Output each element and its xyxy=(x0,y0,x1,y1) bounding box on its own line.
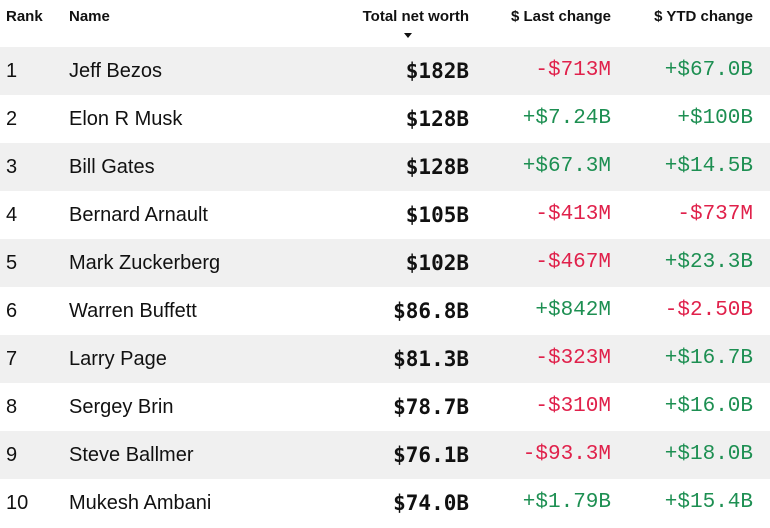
name-column-header[interactable]: Name xyxy=(69,8,110,25)
table-row[interactable]: 6 Warren Buffett $86.8B +$842M -$2.50B xyxy=(0,287,770,335)
ytd-change-cell: +$16.7B xyxy=(664,347,753,370)
rank-cell: 8 xyxy=(6,396,18,418)
name-cell[interactable]: Bernard Arnault xyxy=(69,204,208,226)
net-worth-cell: $74.0B xyxy=(393,491,469,515)
rank-cell: 3 xyxy=(6,156,18,178)
net-worth-cell: $182B xyxy=(405,59,469,83)
last-change-cell: +$842M xyxy=(535,299,611,322)
last-change-cell: +$1.79B xyxy=(522,491,611,514)
name-cell[interactable]: Jeff Bezos xyxy=(69,60,163,82)
name-cell[interactable]: Larry Page xyxy=(69,348,167,370)
rank-cell: 2 xyxy=(6,108,18,130)
rank-cell: 1 xyxy=(6,60,18,82)
table-row[interactable]: 2 Elon R Musk $128B +$7.24B +$100B xyxy=(0,95,770,143)
ytd-change-cell: +$15.4B xyxy=(664,491,753,514)
last-change-cell: -$413M xyxy=(535,203,611,226)
net-worth-cell: $102B xyxy=(405,251,469,275)
last-change-column-header[interactable]: $ Last change xyxy=(510,8,611,25)
last-change-cell: +$7.24B xyxy=(522,107,611,130)
ytd-change-cell: +$23.3B xyxy=(664,251,753,274)
net-worth-cell: $128B xyxy=(405,155,469,179)
ytd-change-cell: +$100B xyxy=(677,107,753,130)
ytd-change-column-header[interactable]: $ YTD change xyxy=(654,8,753,25)
rank-cell: 6 xyxy=(6,300,18,322)
table-row[interactable]: 10 Mukesh Ambani $74.0B +$1.79B +$15.4B xyxy=(0,479,770,527)
last-change-cell: -$310M xyxy=(535,395,611,418)
net-worth-cell: $81.3B xyxy=(393,347,469,371)
net-worth-cell: $105B xyxy=(405,203,469,227)
name-cell[interactable]: Mukesh Ambani xyxy=(69,492,212,514)
ytd-change-cell: +$18.0B xyxy=(664,443,753,466)
table-row[interactable]: 5 Mark Zuckerberg $102B -$467M +$23.3B xyxy=(0,239,770,287)
ytd-change-cell: +$16.0B xyxy=(664,395,753,418)
table-row[interactable]: 4 Bernard Arnault $105B -$413M -$737M xyxy=(0,191,770,239)
last-change-cell: -$93.3M xyxy=(522,443,611,466)
table-row[interactable]: 9 Steve Ballmer $76.1B -$93.3M +$18.0B xyxy=(0,431,770,479)
net-worth-cell: $76.1B xyxy=(393,443,469,467)
net-worth-cell: $78.7B xyxy=(393,395,469,419)
name-cell[interactable]: Sergey Brin xyxy=(69,396,174,418)
net-worth-cell: $128B xyxy=(405,107,469,131)
name-cell[interactable]: Elon R Musk xyxy=(69,108,183,130)
last-change-cell: +$67.3M xyxy=(522,155,611,178)
name-cell[interactable]: Bill Gates xyxy=(69,156,155,178)
rank-column-header[interactable]: Rank xyxy=(6,8,43,25)
rank-cell: 10 xyxy=(6,492,29,514)
net-worth-cell: $86.8B xyxy=(393,299,469,323)
ytd-change-cell: +$67.0B xyxy=(664,59,753,82)
ytd-change-cell: -$737M xyxy=(677,203,753,226)
rank-cell: 7 xyxy=(6,348,18,370)
rank-cell: 4 xyxy=(6,204,18,226)
last-change-cell: -$323M xyxy=(535,347,611,370)
table-row[interactable]: 8 Sergey Brin $78.7B -$310M +$16.0B xyxy=(0,383,770,431)
last-change-cell: -$713M xyxy=(535,59,611,82)
net-worth-column-header[interactable]: Total net worth xyxy=(362,8,469,25)
sort-descending-icon[interactable] xyxy=(404,33,412,38)
last-change-cell: -$467M xyxy=(535,251,611,274)
name-cell[interactable]: Warren Buffett xyxy=(69,300,197,322)
table-row[interactable]: 7 Larry Page $81.3B -$323M +$16.7B xyxy=(0,335,770,383)
table-row[interactable]: 3 Bill Gates $128B +$67.3M +$14.5B xyxy=(0,143,770,191)
table-row[interactable]: 1 Jeff Bezos $182B -$713M +$67.0B xyxy=(0,47,770,95)
table-header: Rank Name Total net worth $ Last change … xyxy=(0,0,770,47)
ytd-change-cell: +$14.5B xyxy=(664,155,753,178)
rank-cell: 5 xyxy=(6,252,18,274)
name-cell[interactable]: Steve Ballmer xyxy=(69,444,194,466)
name-cell[interactable]: Mark Zuckerberg xyxy=(69,252,221,274)
ytd-change-cell: -$2.50B xyxy=(664,299,753,322)
rank-cell: 9 xyxy=(6,444,18,466)
